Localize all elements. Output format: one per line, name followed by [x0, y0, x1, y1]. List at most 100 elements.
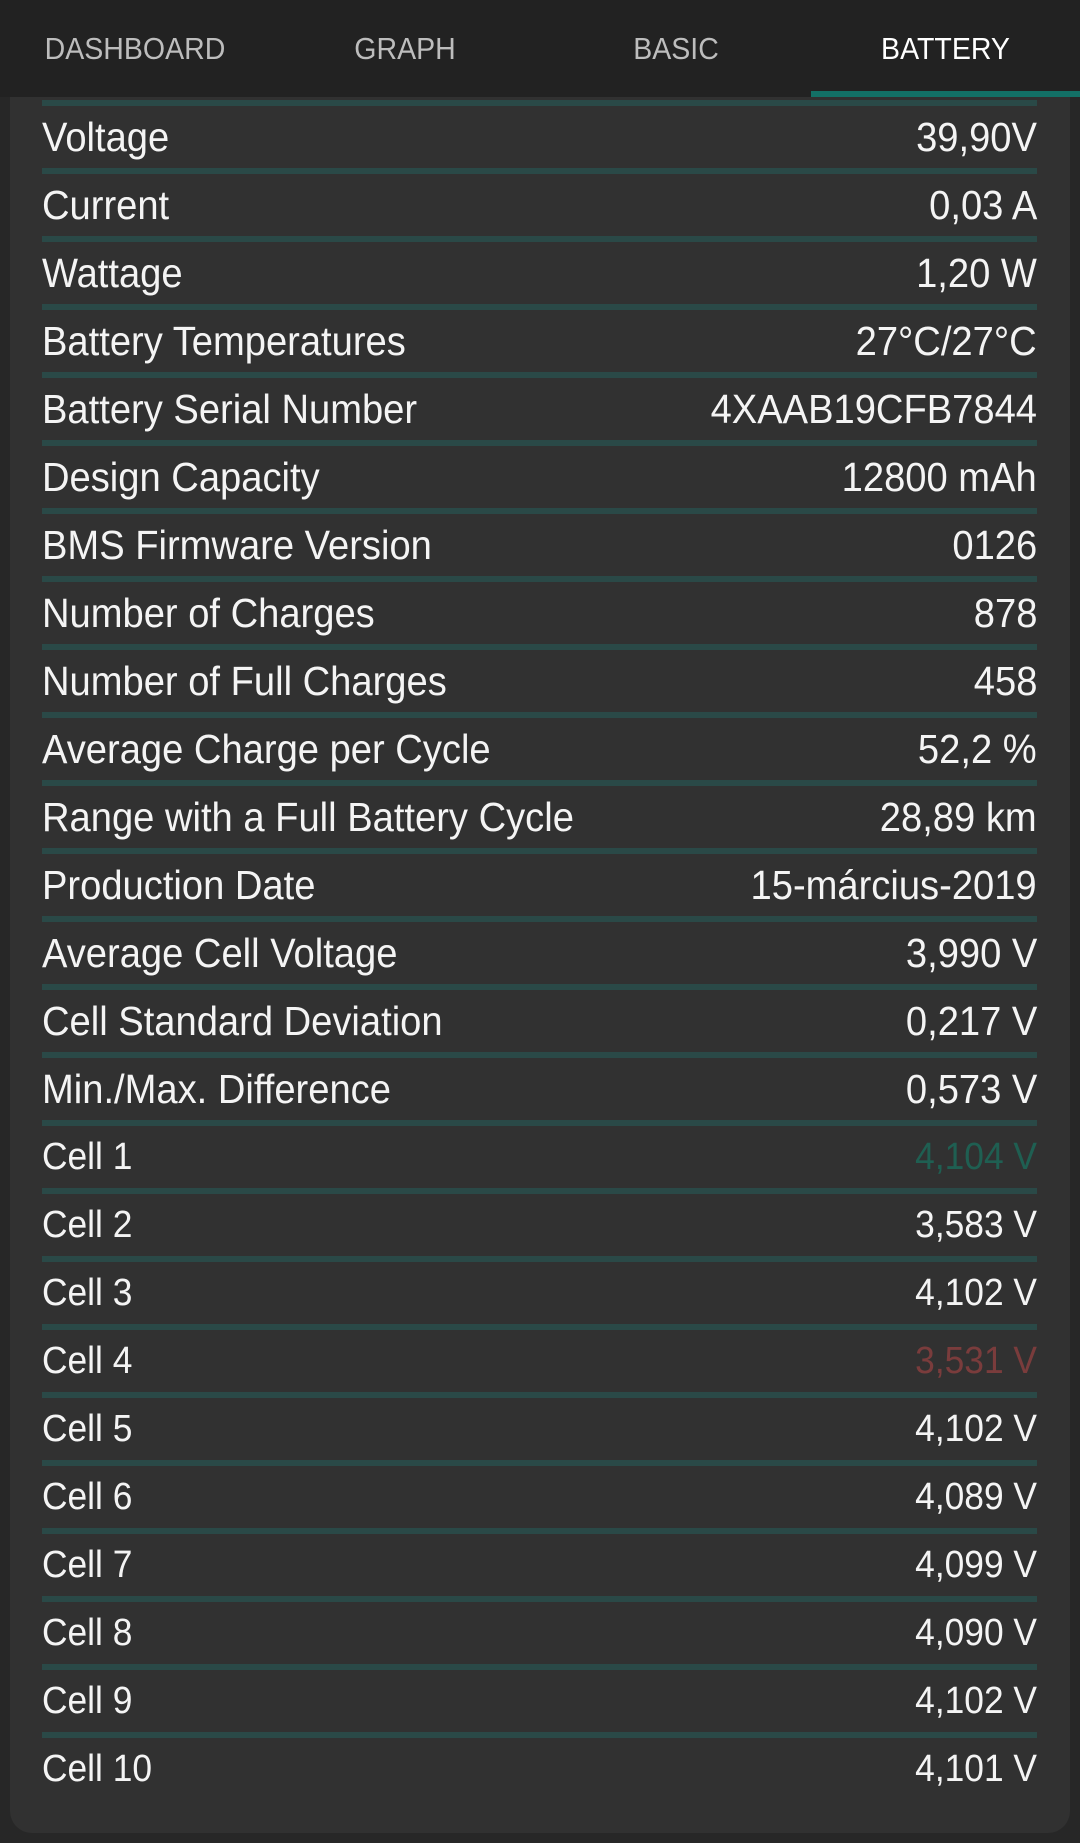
row-label: Cell 6 — [42, 1476, 133, 1518]
cell-row: Cell 8 4,090 V — [42, 1596, 1037, 1664]
row-label: Cell 4 — [42, 1340, 133, 1382]
row-label: Cell 3 — [42, 1272, 133, 1314]
tab-basic[interactable]: BASIC — [633, 30, 719, 66]
info-row: Number of Full Charges 458 — [42, 644, 1037, 712]
info-row: Wattage 1,20 W — [42, 236, 1037, 304]
row-divider — [42, 1732, 1037, 1738]
row-divider — [42, 372, 1037, 378]
info-row: Battery Temperatures 27°C/27°C — [42, 304, 1037, 372]
row-value: 3,583 V — [915, 1204, 1037, 1246]
row-divider — [42, 1052, 1037, 1058]
tab-bar: DASHBOARD GRAPH BASIC BATTERY — [0, 0, 1080, 97]
row-divider — [42, 1188, 1037, 1194]
info-row: Number of Charges 878 — [42, 576, 1037, 644]
row-value: 27°C/27°C — [855, 318, 1037, 364]
active-tab-indicator — [811, 91, 1080, 97]
row-divider — [42, 1392, 1037, 1398]
info-row: Current 0,03 A — [42, 168, 1037, 236]
row-divider — [42, 916, 1037, 922]
row-value: 39,90V — [916, 114, 1037, 160]
tab-battery[interactable]: BATTERY — [881, 30, 1010, 66]
tab-graph[interactable]: GRAPH — [354, 30, 456, 66]
row-label: Cell 2 — [42, 1204, 133, 1246]
row-value: 12800 mAh — [841, 454, 1037, 500]
row-label: Cell Standard Deviation — [42, 998, 443, 1044]
row-label: Wattage — [42, 250, 183, 296]
info-row: Design Capacity 12800 mAh — [42, 440, 1037, 508]
row-divider — [42, 1460, 1037, 1466]
row-value: 0,573 V — [905, 1066, 1037, 1112]
cell-row: Cell 5 4,102 V — [42, 1392, 1037, 1460]
row-label: Production Date — [42, 862, 316, 908]
info-row: Voltage 39,90V — [42, 100, 1037, 168]
info-row: Average Charge per Cycle 52,2 % — [42, 712, 1037, 780]
row-label: Average Cell Voltage — [42, 930, 398, 976]
row-label: Battery Temperatures — [42, 318, 406, 364]
cell-row: Cell 3 4,102 V — [42, 1256, 1037, 1324]
row-value: 3,990 V — [905, 930, 1037, 976]
row-divider — [42, 1324, 1037, 1330]
row-label: Cell 8 — [42, 1612, 133, 1654]
info-row: Min./Max. Difference 0,573 V — [42, 1052, 1037, 1120]
row-label: Average Charge per Cycle — [42, 726, 491, 772]
row-value: 0126 — [952, 522, 1037, 568]
info-row: Range with a Full Battery Cycle 28,89 km — [42, 780, 1037, 848]
info-row: Production Date 15-március-2019 — [42, 848, 1037, 916]
battery-info-list[interactable]: Voltage 39,90V Current 0,03 A Wattage 1,20 W B… — [42, 100, 1037, 1800]
row-label: Cell 5 — [42, 1408, 133, 1450]
battery-info-card — [10, 60, 1070, 1833]
row-value: 4,101 V — [915, 1748, 1037, 1790]
row-value: 4,102 V — [915, 1680, 1037, 1722]
row-value: 15-március-2019 — [750, 862, 1037, 908]
row-divider — [42, 644, 1037, 650]
row-divider — [42, 984, 1037, 990]
row-value: 878 — [973, 590, 1037, 636]
row-value: 4XAAB19CFB7844 — [710, 386, 1037, 432]
row-divider — [42, 168, 1037, 174]
row-label: Number of Full Charges — [42, 658, 447, 704]
row-divider — [42, 236, 1037, 242]
row-value: 4,104 V — [915, 1136, 1037, 1178]
row-divider — [42, 1664, 1037, 1670]
cell-row: Cell 10 4,101 V — [42, 1732, 1037, 1800]
tab-dashboard[interactable]: DASHBOARD — [44, 30, 226, 66]
row-value: 4,099 V — [915, 1544, 1037, 1586]
row-value: 1,20 W — [916, 250, 1037, 296]
row-value: 4,102 V — [915, 1408, 1037, 1450]
cell-row: Cell 1 4,104 V — [42, 1120, 1037, 1188]
row-value: 4,090 V — [915, 1612, 1037, 1654]
cell-row: Cell 7 4,099 V — [42, 1528, 1037, 1596]
row-divider — [42, 1528, 1037, 1534]
row-value: 0,03 A — [928, 182, 1037, 228]
row-label: Cell 1 — [42, 1136, 133, 1178]
row-value: 4,102 V — [915, 1272, 1037, 1314]
row-label: Cell 7 — [42, 1544, 133, 1586]
row-value: 4,089 V — [915, 1476, 1037, 1518]
row-divider — [42, 712, 1037, 718]
row-divider — [42, 576, 1037, 582]
row-divider — [42, 848, 1037, 854]
row-divider — [42, 1120, 1037, 1126]
info-row: Cell Standard Deviation 0,217 V — [42, 984, 1037, 1052]
row-value: 458 — [973, 658, 1037, 704]
row-divider — [42, 1596, 1037, 1602]
row-label: Battery Serial Number — [42, 386, 418, 432]
row-label: Number of Charges — [42, 590, 375, 636]
row-value: 28,89 km — [880, 794, 1037, 840]
info-row: BMS Firmware Version 0126 — [42, 508, 1037, 576]
cell-row: Cell 6 4,089 V — [42, 1460, 1037, 1528]
row-value: 0,217 V — [905, 998, 1037, 1044]
row-label: Voltage — [42, 114, 170, 160]
row-divider — [42, 1256, 1037, 1262]
cell-row: Cell 4 3,531 V — [42, 1324, 1037, 1392]
row-label: Cell 10 — [42, 1748, 153, 1790]
row-label: Cell 9 — [42, 1680, 133, 1722]
info-row: Average Cell Voltage 3,990 V — [42, 916, 1037, 984]
row-divider — [42, 100, 1037, 106]
cell-row: Cell 2 3,583 V — [42, 1188, 1037, 1256]
row-label: Range with a Full Battery Cycle — [42, 794, 574, 840]
row-divider — [42, 440, 1037, 446]
row-divider — [42, 304, 1037, 310]
info-row: Battery Serial Number 4XAAB19CFB7844 — [42, 372, 1037, 440]
row-label: Design Capacity — [42, 454, 320, 500]
